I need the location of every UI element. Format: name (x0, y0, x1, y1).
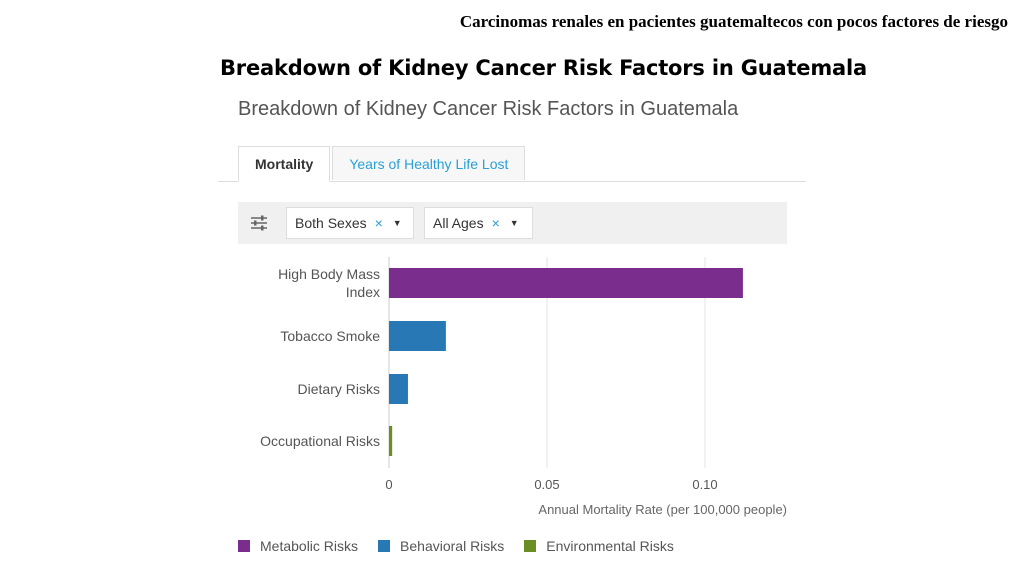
legend-item[interactable]: Metabolic Risks (238, 538, 358, 554)
legend-label: Environmental Risks (546, 538, 674, 554)
category-label: High Body Mass (278, 266, 380, 282)
category-label: Dietary Risks (298, 381, 380, 397)
tab-mortality[interactable]: Mortality (238, 146, 331, 182)
x-tick-label: 0.05 (534, 477, 559, 492)
category-label: Occupational Risks (260, 433, 380, 449)
legend-swatch (524, 540, 537, 552)
x-axis-label: Annual Mortality Rate (per 100,000 peopl… (538, 502, 787, 517)
chevron-down-icon: ▼ (392, 218, 402, 228)
age-filter-value: All Ages (433, 215, 484, 231)
age-filter-dropdown[interactable]: All Ages × ▼ (424, 207, 533, 239)
legend-label: Behavioral Risks (400, 538, 505, 554)
legend-item[interactable]: Behavioral Risks (378, 538, 504, 554)
slide-header: Carcinomas renales en pacientes guatemal… (459, 12, 1008, 31)
sex-filter-dropdown[interactable]: Both Sexes × ▼ (286, 207, 414, 239)
legend-label: Metabolic Risks (260, 538, 359, 554)
sliders-icon[interactable] (250, 213, 268, 233)
bar[interactable] (389, 374, 408, 404)
bar[interactable] (389, 321, 446, 351)
category-label: Tobacco Smoke (280, 328, 380, 344)
legend-swatch (378, 540, 391, 552)
chart-legend: Metabolic Risks Behavioral Risks Environme… (238, 538, 694, 554)
x-tick-label: 0.10 (692, 477, 717, 492)
tab-divider (218, 181, 806, 182)
tab-years-healthy-life-lost[interactable]: Years of Healthy Life Lost (332, 146, 526, 180)
tab-bar: Mortality Years of Healthy Life Lost (238, 146, 527, 182)
slide-title: Breakdown of Kidney Cancer Risk Factors … (220, 56, 867, 80)
x-tick-label: 0 (385, 477, 392, 492)
legend-swatch (238, 540, 250, 552)
bar[interactable] (389, 268, 743, 298)
clear-sex-icon[interactable]: × (374, 215, 383, 231)
chart-title: Breakdown of Kidney Cancer Risk Factors … (238, 98, 739, 120)
bar[interactable] (389, 426, 393, 456)
category-label: Index (346, 284, 380, 300)
sex-filter-value: Both Sexes (295, 215, 367, 231)
legend-item[interactable]: Environmental Risks (524, 538, 674, 554)
chevron-down-icon: ▼ (509, 218, 519, 228)
filter-bar: Both Sexes × ▼ All Ages × ▼ (238, 202, 787, 244)
clear-age-icon[interactable]: × (491, 215, 500, 231)
